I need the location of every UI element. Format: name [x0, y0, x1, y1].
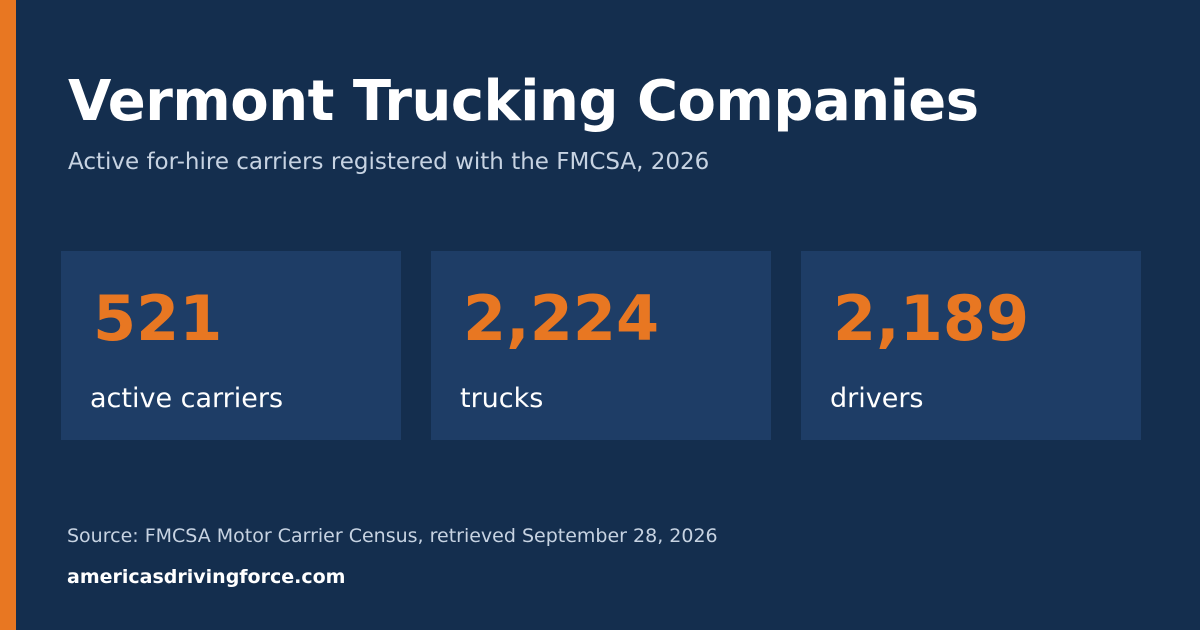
- stat-value-trucks: 2,224: [463, 282, 660, 355]
- source-note: Source: FMCSA Motor Carrier Census, retr…: [67, 525, 718, 547]
- stats-row: 521 active carriers 2,224 trucks 2,189 d…: [61, 251, 1141, 440]
- stat-label-active-carriers: active carriers: [90, 383, 284, 414]
- stat-card-drivers: 2,189 drivers: [801, 251, 1141, 440]
- page-subtitle: Active for-hire carriers registered with…: [68, 149, 710, 175]
- stat-label-drivers: drivers: [830, 383, 924, 414]
- stat-value-active-carriers: 521: [93, 282, 223, 355]
- page-title: Vermont Trucking Companies: [68, 69, 979, 134]
- stat-card-trucks: 2,224 trucks: [431, 251, 771, 440]
- accent-bar: [0, 0, 16, 630]
- stat-label-trucks: trucks: [460, 383, 544, 414]
- stat-value-drivers: 2,189: [833, 282, 1030, 355]
- stat-card-active-carriers: 521 active carriers: [61, 251, 401, 440]
- site-url: americasdrivingforce.com: [67, 566, 346, 588]
